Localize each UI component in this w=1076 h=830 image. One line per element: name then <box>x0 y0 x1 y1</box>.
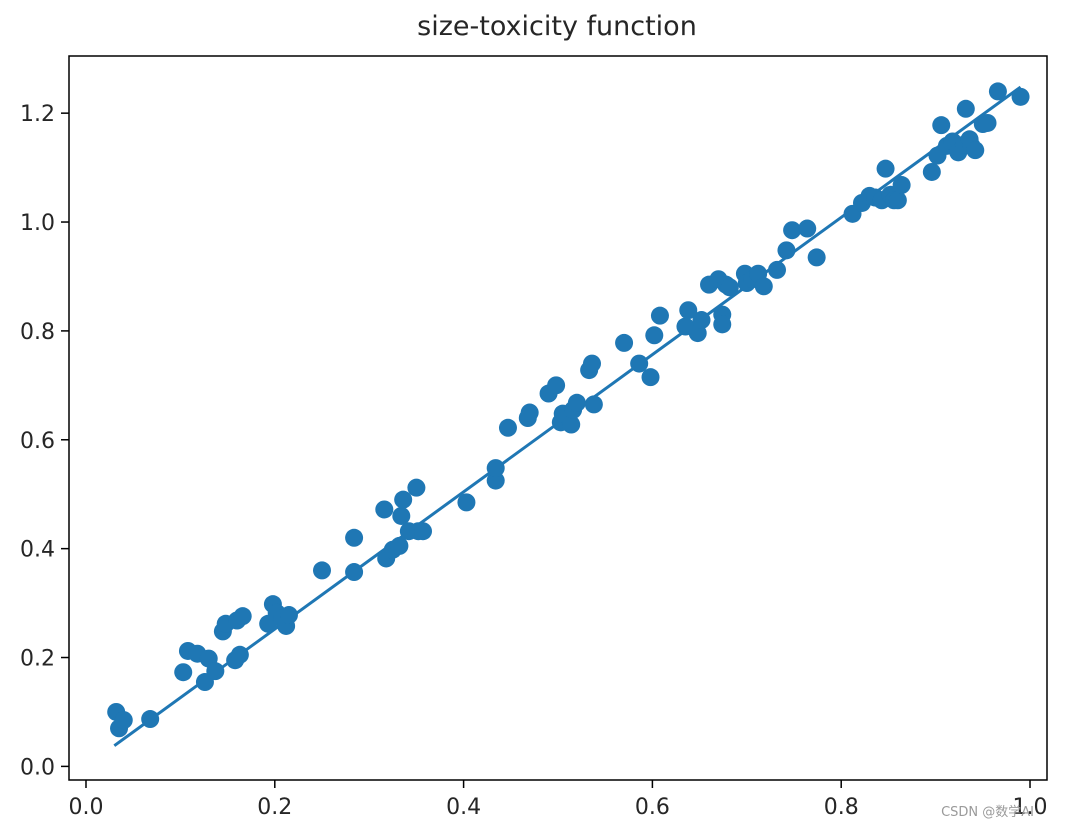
data-point <box>650 306 669 325</box>
data-point <box>174 663 193 682</box>
data-point <box>345 563 364 582</box>
x-tick-label: 0.6 <box>635 795 670 820</box>
data-point <box>498 418 517 437</box>
data-point <box>932 116 951 135</box>
x-tick-label: 1.0 <box>1013 795 1048 820</box>
data-point <box>978 113 997 132</box>
data-point <box>922 162 941 181</box>
data-point <box>486 459 505 478</box>
data-point <box>414 522 433 541</box>
data-point <box>394 490 413 509</box>
data-point <box>692 311 711 330</box>
scatter-points <box>107 82 1030 738</box>
data-point <box>375 500 394 519</box>
data-point <box>679 301 698 320</box>
y-tick-label: 0.0 <box>20 755 55 780</box>
data-point <box>615 333 634 352</box>
data-point <box>584 395 603 414</box>
data-point <box>567 393 586 412</box>
data-point <box>562 415 581 434</box>
data-point <box>141 710 160 729</box>
data-point <box>547 376 566 395</box>
x-tick-label: 0.2 <box>257 795 292 820</box>
data-point <box>988 82 1007 101</box>
data-point <box>798 219 817 238</box>
chart-title: size-toxicity function <box>417 11 697 42</box>
x-tick-label: 0.4 <box>446 795 481 820</box>
data-point <box>641 368 660 387</box>
data-point <box>777 241 796 260</box>
y-axis: 0.0 0.2 0.4 0.6 0.8 1.0 1.2 <box>20 102 69 780</box>
data-point <box>956 99 975 118</box>
y-tick-label: 0.2 <box>20 647 55 672</box>
data-point <box>754 277 773 296</box>
data-point <box>457 493 476 512</box>
data-point <box>876 159 895 178</box>
data-point <box>279 606 298 625</box>
y-tick-label: 1.2 <box>20 102 55 127</box>
data-point <box>783 221 802 240</box>
data-point <box>720 278 739 297</box>
data-point <box>233 607 252 626</box>
data-point <box>582 354 601 373</box>
y-tick-label: 1.0 <box>20 211 55 236</box>
data-point <box>390 536 409 555</box>
y-tick-label: 0.6 <box>20 429 55 454</box>
data-point <box>520 403 539 422</box>
data-point <box>892 176 911 195</box>
data-point <box>807 248 826 267</box>
data-point <box>486 471 505 490</box>
data-point <box>312 561 331 580</box>
x-tick-label: 0.0 <box>68 795 103 820</box>
data-point <box>392 506 411 525</box>
data-point <box>888 191 907 210</box>
y-tick-label: 0.8 <box>20 320 55 345</box>
data-point <box>407 478 426 497</box>
data-point <box>1011 87 1030 106</box>
watermark: CSDN @数学AI <box>941 805 1034 820</box>
y-tick-label: 0.4 <box>20 538 55 563</box>
data-point <box>345 528 364 547</box>
data-point <box>768 260 787 279</box>
data-point <box>206 662 225 681</box>
data-point <box>966 141 985 160</box>
data-point <box>114 711 133 730</box>
x-axis: 0.0 0.2 0.4 0.6 0.8 1.0 <box>68 780 1048 820</box>
data-point <box>713 315 732 334</box>
x-tick-label: 0.8 <box>824 795 859 820</box>
data-point <box>630 354 649 373</box>
plot-area <box>68 55 1048 781</box>
data-point <box>230 645 249 664</box>
data-point <box>645 326 664 345</box>
